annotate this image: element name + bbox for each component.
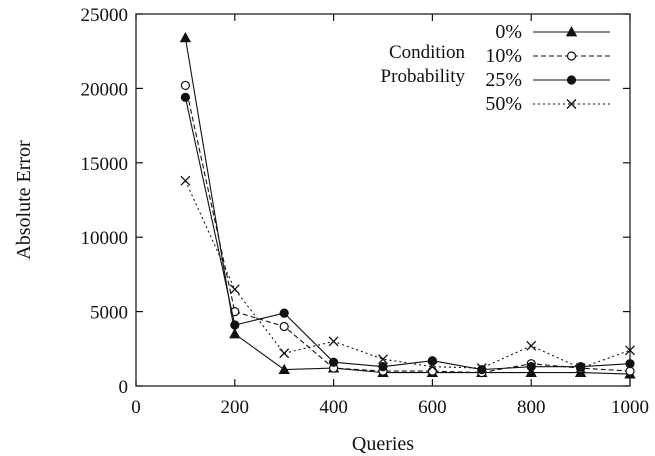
series-line <box>184 85 631 374</box>
data-point <box>525 366 537 378</box>
data-point <box>625 345 635 356</box>
data-point <box>328 336 339 347</box>
legend-title-line: Condition <box>389 42 466 63</box>
x-axis-title: Queries <box>352 433 414 455</box>
data-point <box>229 328 241 339</box>
y-tick-label: 5000 <box>90 303 128 324</box>
x-tick-label: 800 <box>517 397 546 418</box>
plot-frame <box>135 13 631 387</box>
data-point <box>476 363 487 374</box>
legend-label: 0% <box>495 21 522 43</box>
data-point <box>378 354 388 365</box>
legend-label: 10% <box>485 45 522 67</box>
data-point <box>278 363 290 375</box>
data-point <box>625 366 635 376</box>
data-point <box>427 356 437 366</box>
legend-marker <box>565 26 578 37</box>
data-point <box>279 308 289 318</box>
x-tick-label: 0 <box>131 397 141 418</box>
data-point <box>179 31 192 43</box>
y-axis-ticks: 0 5000 10000 15000 20000 25000 <box>81 5 630 398</box>
data-point <box>229 284 240 295</box>
series-1 <box>180 80 635 378</box>
data-point <box>427 366 437 376</box>
y-tick-label: 0 <box>119 377 129 398</box>
y-tick-label: 20000 <box>81 79 129 100</box>
data-point <box>526 362 536 372</box>
x-axis-ticks: 0 200 400 600 800 1000 <box>131 14 649 418</box>
x-tick-label: 1000 <box>611 397 649 418</box>
data-point <box>575 363 586 374</box>
data-point <box>279 348 290 359</box>
x-tick-label: 200 <box>221 397 250 418</box>
data-point <box>328 357 339 367</box>
legend-marker <box>566 51 577 61</box>
data-point <box>378 362 388 372</box>
data-point <box>427 361 438 372</box>
legend-marker <box>566 75 577 85</box>
series-3 <box>180 175 635 374</box>
legend-marker <box>566 99 577 109</box>
series-line <box>184 97 631 371</box>
series-line <box>184 180 631 369</box>
data-point <box>625 359 635 369</box>
x-tick-label: 600 <box>418 397 447 418</box>
series-2 <box>180 92 635 375</box>
legend-title-line: Probability <box>381 66 466 87</box>
x-tick-label: 400 <box>319 397 348 418</box>
y-tick-label: 15000 <box>81 154 129 175</box>
series-layer <box>179 31 636 379</box>
y-axis-title: Absolute Error <box>13 140 35 260</box>
y-tick-label: 25000 <box>81 5 129 26</box>
data-point <box>180 92 190 102</box>
data-point <box>180 175 191 186</box>
series-line <box>184 37 631 375</box>
data-point <box>279 321 289 332</box>
data-point <box>230 320 240 330</box>
data-point <box>180 80 190 91</box>
legend-label: 25% <box>485 69 522 91</box>
legend: 0%10%25%50% Condition Probability <box>381 21 610 115</box>
legend-label: 50% <box>485 93 522 115</box>
data-point <box>575 362 586 372</box>
y-tick-label: 10000 <box>81 228 129 249</box>
data-point <box>526 340 537 351</box>
